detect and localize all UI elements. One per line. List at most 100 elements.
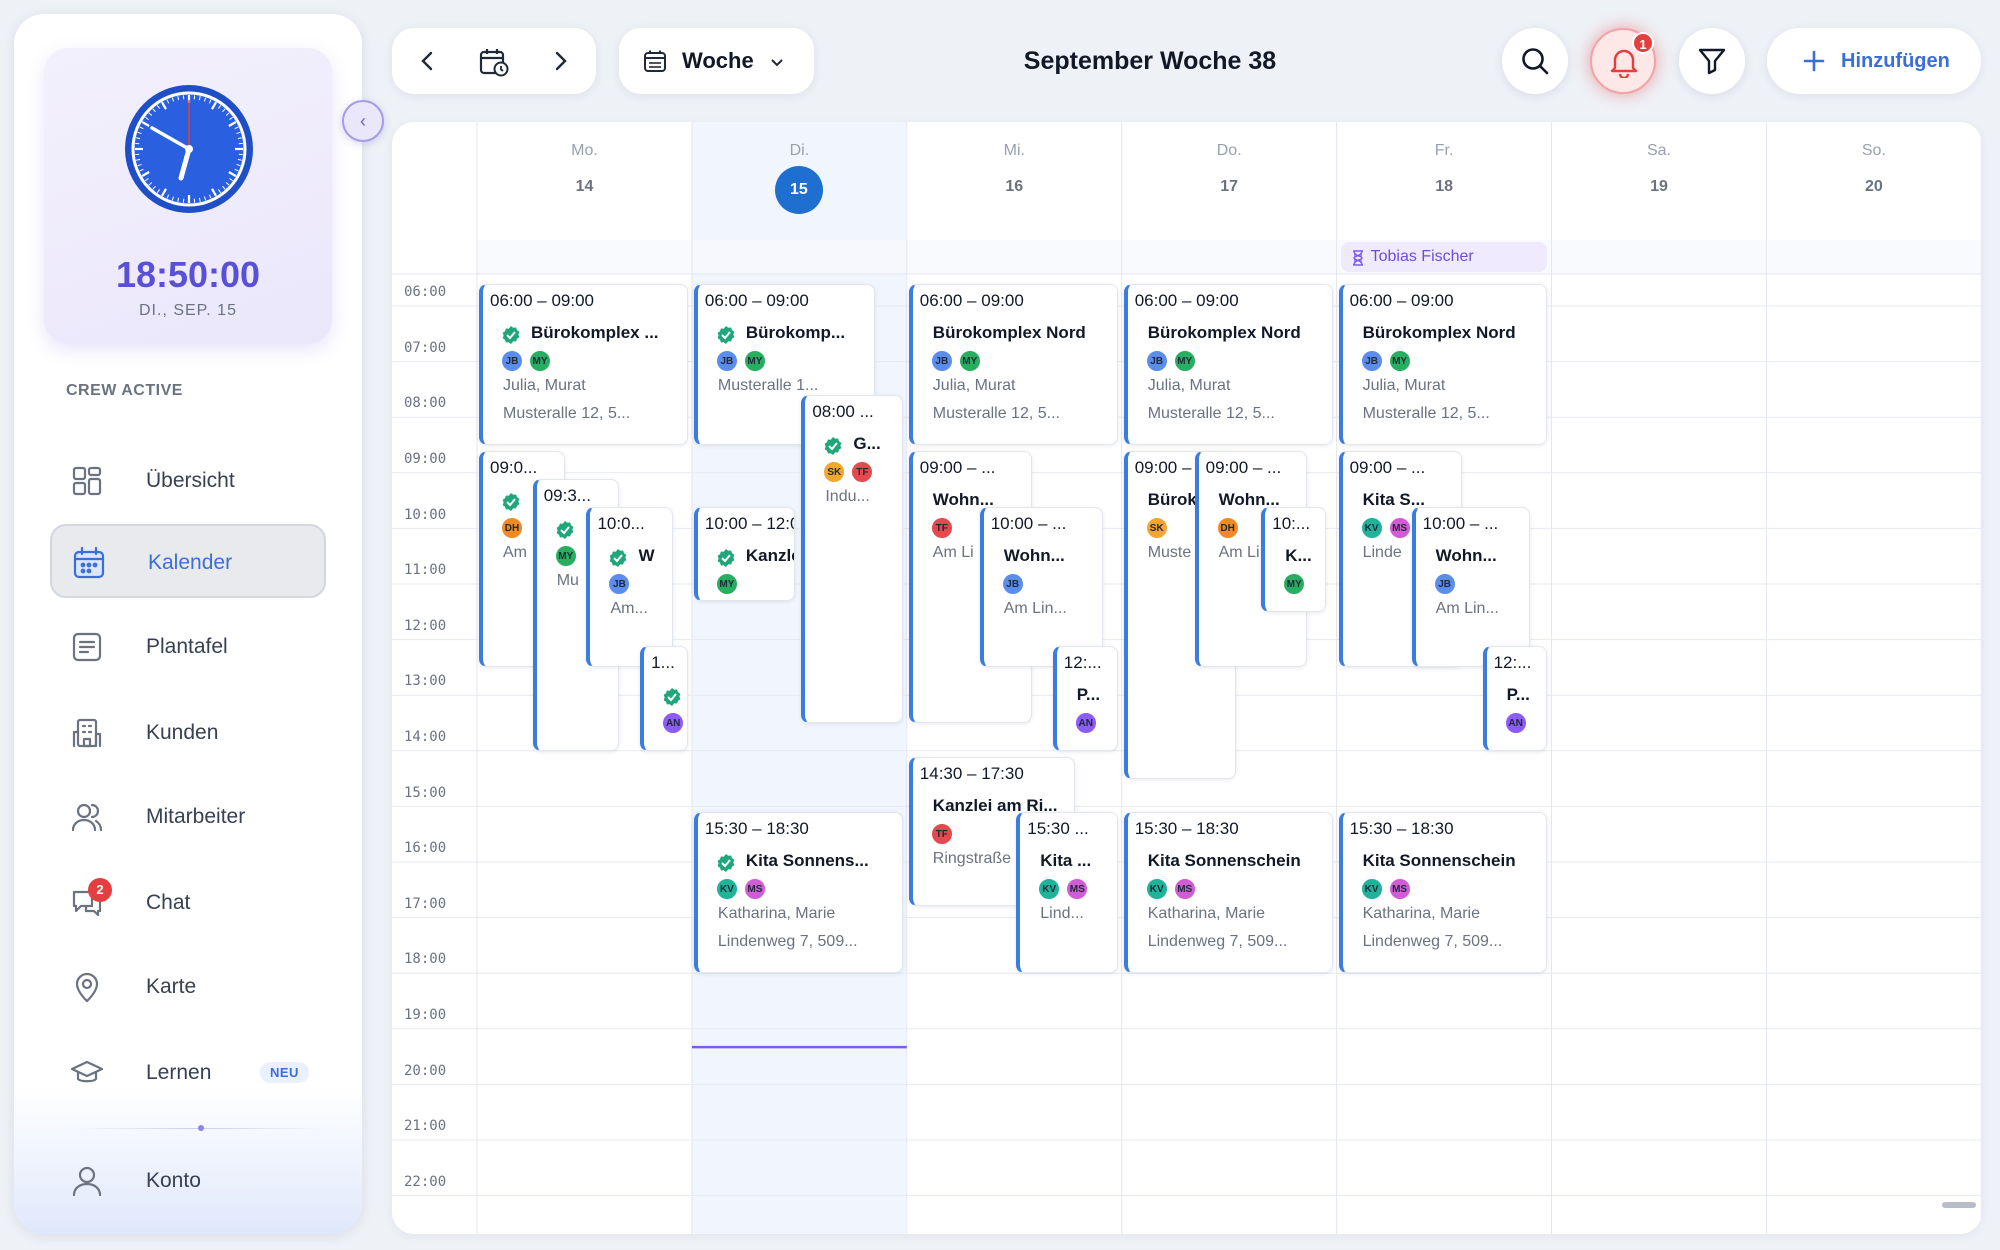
avatar: MY	[1388, 350, 1411, 373]
avatar: SK	[823, 461, 846, 484]
hour-label: 10:00	[404, 506, 447, 523]
collapse-sidebar-button[interactable]: ‹	[342, 100, 384, 142]
allday-event[interactable]: Tobias Fischer	[1340, 242, 1548, 272]
chevron-left-icon[interactable]	[416, 49, 440, 73]
week-calendar: Mo. 14 Di. 15 Mi. 16 Do. 17 Fr. 18 Sa. 1…	[392, 122, 1982, 1234]
notifications-button[interactable]: 1	[1590, 28, 1656, 94]
verified-check-icon	[825, 437, 842, 456]
event-card[interactable]: 12:... P... AN	[1482, 645, 1548, 751]
event-card[interactable]: 06:00 – 09:00 Bürokomplex ... JB MY Julia…	[479, 284, 688, 445]
avatar: SK	[1145, 517, 1168, 539]
avatar: AN	[662, 711, 685, 734]
event-card[interactable]: 15:30 – 18:30 Kita Sonnenschein KV MS Kat…	[1123, 812, 1333, 974]
event-staff: Am Li	[1218, 544, 1260, 561]
event-staff: Am...	[610, 599, 648, 617]
event-title: P...	[1076, 684, 1101, 704]
verified-check-icon	[610, 548, 627, 567]
sidebar-item-user[interactable]: Konto	[50, 1144, 326, 1218]
calendar-view-icon	[644, 50, 666, 72]
event-card[interactable]: 09:00 – ... Kita S... KV MS Linde	[1338, 451, 1462, 668]
user-icon	[72, 1166, 102, 1197]
hour-label: 13:00	[404, 673, 447, 690]
event-card[interactable]: 08:00 ... G... SK TF Indu...	[801, 395, 903, 723]
calendar-today-icon[interactable]	[478, 46, 510, 78]
hour-label: 14:00	[404, 729, 447, 745]
event-staff: Am Lin...	[1435, 599, 1499, 617]
day-header[interactable]: So. 20	[1766, 122, 1981, 242]
day-number: 19	[1650, 178, 1668, 195]
chat-unread-badge: 2	[88, 878, 112, 902]
sidebar-item-calendar[interactable]: Kalender	[50, 524, 326, 598]
event-time: 12:...	[1063, 652, 1102, 672]
day-header[interactable]: Fr. 18	[1337, 122, 1552, 242]
event-card[interactable]: 1... AN	[640, 645, 688, 751]
event-card[interactable]: 10:00 – ... Wohn... JB Am Lin...	[1411, 506, 1531, 668]
chevron-right-icon[interactable]	[548, 49, 572, 73]
verified-check-icon	[717, 548, 735, 567]
sidebar-item-users[interactable]: Mitarbeiter	[50, 780, 326, 854]
day-header[interactable]: Sa. 19	[1552, 122, 1767, 242]
event-title: Bürokomplex ...	[531, 323, 659, 343]
event-time: 10:00 – 12:00	[704, 513, 794, 533]
view-select-label: Woche	[682, 48, 754, 73]
search-button[interactable]	[1502, 28, 1568, 94]
event-staff: Indu...	[825, 488, 870, 506]
event-title: Kita Sonnens...	[745, 851, 869, 871]
event-staff: Julia, Murat	[503, 377, 586, 395]
day-header[interactable]: Do. 17	[1122, 122, 1337, 242]
event-address: Musteralle 12, 5...	[503, 405, 631, 423]
event-time: 14:30 – 17:30	[919, 763, 1024, 783]
scrollbar[interactable]	[1942, 1202, 1976, 1208]
page-title: September Woche 38	[1023, 47, 1277, 75]
sidebar-item-chat[interactable]: 2 Chat	[50, 866, 326, 940]
event-staff: Julia, Murat	[1147, 377, 1231, 395]
event-address: Musteralle 12, 5...	[1147, 405, 1275, 423]
board-icon	[72, 632, 102, 662]
day-header[interactable]: Di. 15	[692, 122, 907, 242]
event-card[interactable]: 10:00 – 12:00 Kanzlei MY Murat	[693, 506, 796, 601]
event-time: 06:00 – 09:00	[919, 291, 1024, 311]
sidebar-item-map-pin[interactable]: Karte	[50, 950, 326, 1024]
sidebar-item-board[interactable]: Plantafel	[50, 610, 326, 684]
event-title: Bürokomp...	[745, 323, 846, 343]
event-card[interactable]: 15:30 – 18:30 Kita Sonnens... KV MS Katha…	[693, 812, 903, 974]
sidebar-item-label: Übersicht	[146, 469, 235, 492]
clock-time: 18:50:00	[115, 254, 261, 295]
event-card[interactable]: 10:00 – ... Wohn... JB Am Lin...	[979, 506, 1103, 668]
event-title: Kita ...	[1040, 851, 1092, 871]
sidebar-item-dashboard[interactable]: Übersicht	[50, 444, 326, 518]
event-card[interactable]: 10:0... W JB Am...	[586, 506, 673, 668]
event-title: Kanzlei am Ri...	[932, 795, 1058, 815]
add-button[interactable]: Hinzufügen	[1767, 28, 1981, 94]
event-staff: Katharina, Marie	[1362, 905, 1480, 923]
day-header[interactable]: Mi. 16	[907, 122, 1122, 242]
event-card[interactable]: 06:00 – 09:00 Bürokomplex Nord JB MY Juli…	[908, 284, 1118, 445]
view-select[interactable]: Woche	[619, 28, 814, 94]
graduation-cap-icon	[70, 1060, 104, 1083]
hour-label: 09:00	[404, 451, 447, 467]
avatar: MY	[554, 544, 577, 567]
event-card[interactable]: 12:... P... AN	[1052, 645, 1118, 751]
event-staff: Muste	[1147, 544, 1192, 561]
day-number: 16	[1005, 178, 1024, 195]
event-card[interactable]: 10:... K... MY	[1261, 506, 1327, 612]
section-label: CREW ACTIVE	[66, 382, 183, 399]
sidebar-item-graduation-cap[interactable]: Lernen NEU	[50, 1036, 326, 1110]
event-title: G...	[853, 434, 881, 454]
users-icon	[71, 803, 103, 832]
hour-label: 07:00	[404, 339, 447, 356]
event-staff: Julia, Murat	[1362, 377, 1446, 395]
plus-icon	[1803, 50, 1825, 72]
hour-label: 12:00	[404, 617, 447, 634]
filter-button[interactable]	[1679, 28, 1745, 94]
event-card[interactable]: 06:00 – 09:00 Bürokomplex Nord JB MY Juli…	[1123, 284, 1333, 445]
event-card[interactable]: 15:30 – 18:30 Kita Sonnenschein KV MS Kat…	[1338, 812, 1548, 974]
day-number: 14	[575, 178, 594, 195]
sidebar-item-building[interactable]: Kunden	[50, 696, 326, 770]
day-header[interactable]: Mo. 14	[477, 122, 692, 242]
avatar: JB	[1145, 350, 1168, 373]
event-time: 09:00 – ...	[1349, 458, 1426, 477]
event-card[interactable]: 15:30 ... Kita ... KV MS Lind...	[1016, 812, 1118, 974]
event-card[interactable]: 06:00 – 09:00 Bürokomplex Nord JB MY Juli…	[1338, 284, 1548, 445]
event-staff: Linde	[1362, 544, 1402, 561]
